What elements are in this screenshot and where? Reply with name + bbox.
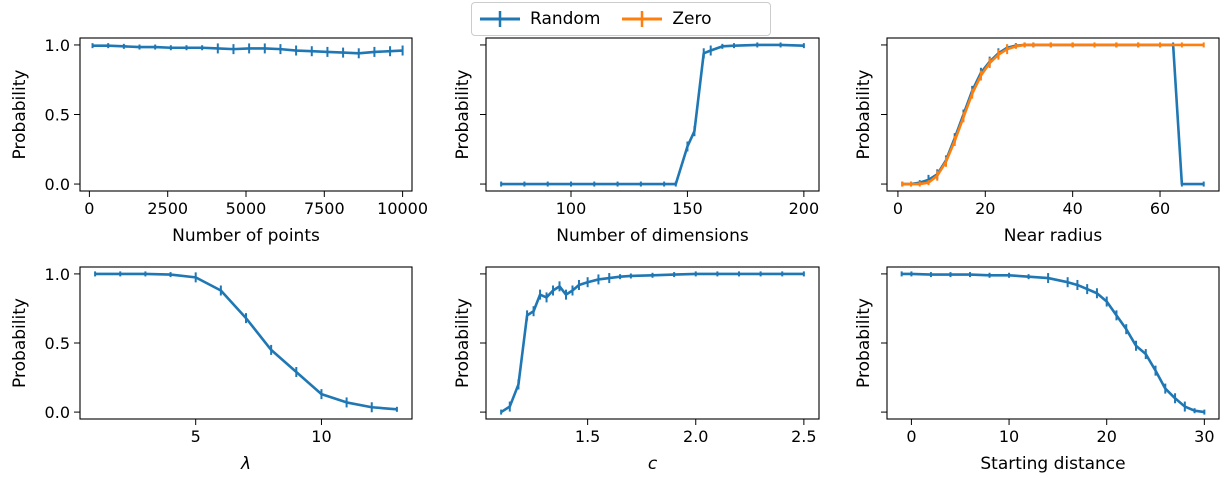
x-tick-label: 10 bbox=[311, 427, 331, 446]
subplot-2: 100 150 200 Number of dimensions Probability bbox=[453, 37, 820, 246]
y-axis-label: Probability bbox=[10, 70, 30, 160]
legend-swatch-random bbox=[480, 11, 520, 27]
x-tick-label: 0 bbox=[84, 199, 94, 218]
y-tick-label: 0.0 bbox=[45, 175, 70, 194]
y-axis-label: Probability bbox=[453, 70, 473, 160]
y-axis-label: Probability bbox=[10, 298, 30, 388]
x-tick-label: 2.0 bbox=[683, 427, 708, 446]
x-tick-label: 200 bbox=[789, 199, 820, 218]
x-tick-label: 20 bbox=[1097, 427, 1117, 446]
x-tick-label: 60 bbox=[1150, 199, 1170, 218]
y-tick-label: 1.0 bbox=[45, 36, 70, 55]
y-axis-label: Probability bbox=[453, 298, 473, 388]
legend-entry-zero: Zero bbox=[622, 9, 712, 29]
x-tick-label: 7500 bbox=[304, 199, 345, 218]
x-tick-label: 30 bbox=[1194, 427, 1214, 446]
legend-entry-random: Random bbox=[480, 9, 600, 29]
series-line-zero bbox=[902, 43, 1204, 186]
subplot-4: 5 10 0.0 0.5 1.0 λ Probability bbox=[10, 265, 413, 474]
x-axis-label: c bbox=[648, 454, 658, 474]
x-tick-label: 2500 bbox=[147, 199, 188, 218]
y-tick-label: 0.5 bbox=[45, 334, 70, 353]
x-axis-label: Near radius bbox=[1004, 226, 1103, 246]
x-axis-label: Starting distance bbox=[980, 454, 1125, 474]
x-tick-label: 40 bbox=[1062, 199, 1082, 218]
y-tick-label: 1.0 bbox=[45, 265, 70, 284]
legend-swatch-zero bbox=[622, 11, 663, 27]
x-axis-label: Number of points bbox=[172, 226, 320, 246]
legend: Random Zero bbox=[471, 2, 771, 36]
axes-frame bbox=[79, 37, 413, 192]
series-line-random bbox=[95, 272, 398, 411]
subplot-5: 1.5 2.0 2.5 c Probability bbox=[453, 266, 820, 474]
x-axis-label: λ bbox=[240, 454, 251, 474]
x-tick-label: 100 bbox=[556, 199, 587, 218]
series-line-random bbox=[501, 43, 804, 186]
subplot-6: 0 10 20 30 Starting distance Probability bbox=[854, 266, 1220, 474]
y-axis-label: Probability bbox=[854, 298, 874, 388]
x-tick-label: 10000 bbox=[377, 199, 428, 218]
legend-label-zero: Zero bbox=[672, 9, 712, 29]
axes-frame bbox=[886, 37, 1220, 192]
x-tick-label: 10 bbox=[999, 427, 1019, 446]
x-tick-label: 5 bbox=[191, 427, 201, 446]
x-tick-label: 1.5 bbox=[575, 427, 600, 446]
axes-frame bbox=[79, 266, 413, 420]
series-line-random bbox=[901, 272, 1205, 414]
x-tick-label: 0 bbox=[893, 199, 903, 218]
x-tick-label: 2.5 bbox=[791, 427, 816, 446]
x-tick-label: 150 bbox=[672, 199, 703, 218]
subplot-3: 0 20 40 60 Near radius Probability bbox=[854, 37, 1220, 246]
y-tick-label: 0.0 bbox=[45, 403, 70, 422]
x-tick-label: 20 bbox=[975, 199, 995, 218]
axes-frame bbox=[485, 37, 820, 192]
axes-frame bbox=[886, 266, 1220, 420]
legend-label-random: Random bbox=[530, 9, 601, 29]
x-tick-label: 0 bbox=[906, 427, 916, 446]
axes-frame bbox=[485, 266, 820, 420]
x-axis-label: Number of dimensions bbox=[556, 226, 749, 246]
series-line-random bbox=[902, 43, 1204, 186]
y-tick-label: 0.5 bbox=[45, 106, 70, 125]
subplot-1: 0 2500 5000 7500 10000 0.0 0.5 1.0 Number of poi… bbox=[10, 36, 428, 246]
x-tick-label: 5000 bbox=[226, 199, 267, 218]
y-axis-label: Probability bbox=[854, 70, 874, 160]
